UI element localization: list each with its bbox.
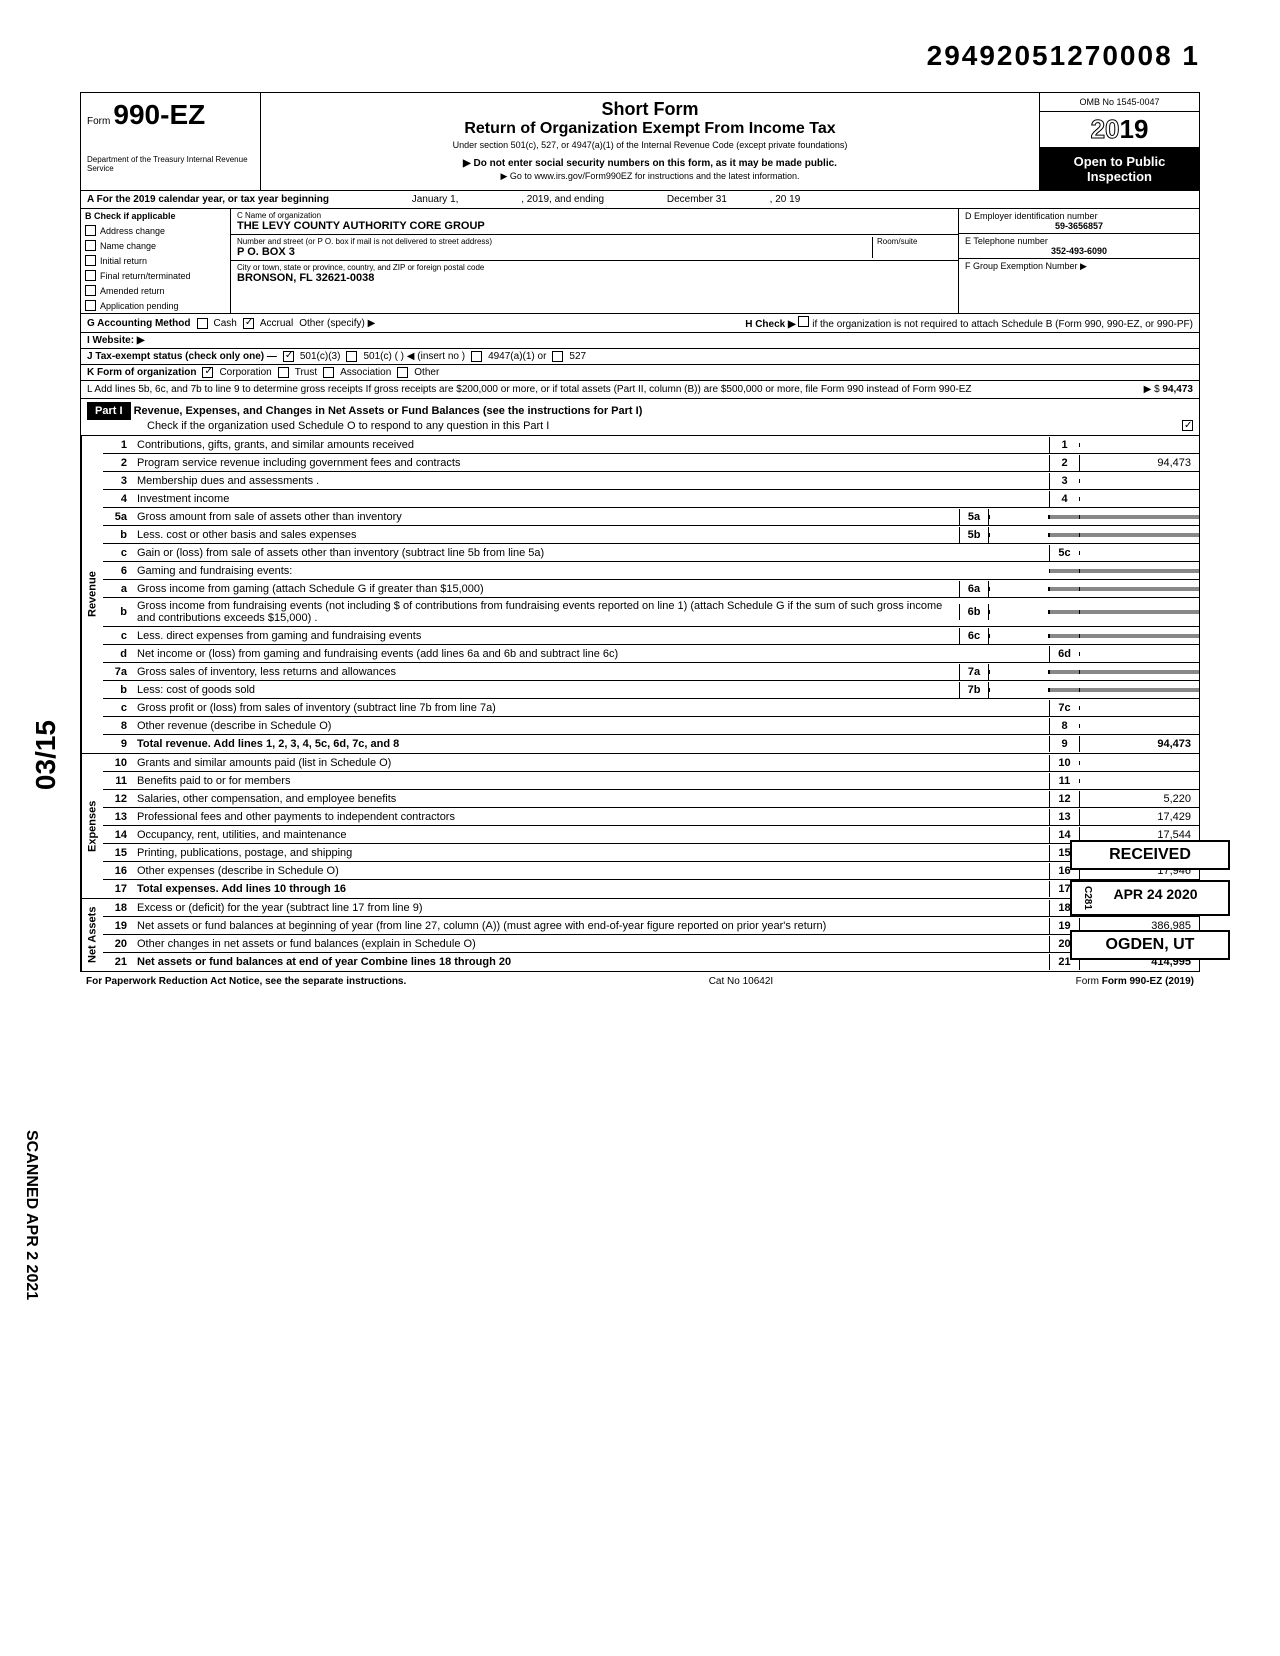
tax-year: 20201919 xyxy=(1040,112,1199,148)
line-l: L Add lines 5b, 6c, and 7b to line 9 to … xyxy=(80,381,1200,399)
chk-trust[interactable] xyxy=(278,367,289,378)
line-12: 12Salaries, other compensation, and empl… xyxy=(103,790,1199,808)
line-3: 3Membership dues and assessments .3 xyxy=(103,472,1199,490)
line-4: 4Investment income4 xyxy=(103,490,1199,508)
line-15: 15Printing, publications, postage, and s… xyxy=(103,844,1199,862)
title-return: Return of Organization Exempt From Incom… xyxy=(271,120,1029,138)
line-17: 17Total expenses. Add lines 10 through 1… xyxy=(103,880,1199,898)
line-16: 16Other expenses (describe in Schedule O… xyxy=(103,862,1199,880)
stamp-received: RECEIVED xyxy=(1070,840,1230,870)
line-2: 2Program service revenue including gover… xyxy=(103,454,1199,472)
dln-number: 29492051270008 1 xyxy=(80,40,1200,72)
chk-other-org[interactable] xyxy=(397,367,408,378)
line-6a: aGross income from gaming (attach Schedu… xyxy=(103,580,1199,598)
chk-527[interactable] xyxy=(552,351,563,362)
line-7a: 7aGross sales of inventory, less returns… xyxy=(103,663,1199,681)
goto-url: ▶ Go to www.irs.gov/Form990EZ for instru… xyxy=(271,171,1029,182)
col-b-header: B Check if applicable xyxy=(85,211,176,221)
chk-4947[interactable] xyxy=(471,351,482,362)
netassets-label: Net Assets xyxy=(81,899,103,971)
line-10: 10Grants and similar amounts paid (list … xyxy=(103,754,1199,772)
line-6: 6Gaming and fundraising events: xyxy=(103,562,1199,580)
org-name: THE LEVY COUNTY AUTHORITY CORE GROUP xyxy=(237,220,952,232)
stamp-ogden: OGDEN, UT xyxy=(1070,930,1230,960)
omb-number: OMB No 1545-0047 xyxy=(1040,93,1199,112)
line-7c: cGross profit or (loss) from sales of in… xyxy=(103,699,1199,717)
row-a-tax-year: A For the 2019 calendar year, or tax yea… xyxy=(80,191,1200,209)
line-19: 19Net assets or fund balances at beginni… xyxy=(103,917,1199,935)
block-bcde: B Check if applicable Address change Nam… xyxy=(80,209,1200,314)
chk-association[interactable] xyxy=(323,367,334,378)
line-6c: cLess. direct expenses from gaming and f… xyxy=(103,627,1199,645)
chk-name-change[interactable] xyxy=(85,240,96,251)
line-6d: dNet income or (loss) from gaming and fu… xyxy=(103,645,1199,663)
line-g: G Accounting Method Cash Accrual Other (… xyxy=(80,314,1200,333)
line-k: K Form of organization Corporation Trust… xyxy=(80,365,1200,381)
line-14: 14Occupancy, rent, utilities, and mainte… xyxy=(103,826,1199,844)
form-prefix: Form xyxy=(87,116,110,127)
line-21: 21Net assets or fund balances at end of … xyxy=(103,953,1199,971)
chk-accrual[interactable] xyxy=(243,318,254,329)
org-city: BRONSON, FL 32621-0038 xyxy=(237,272,952,284)
chk-address-change[interactable] xyxy=(85,225,96,236)
line-7b: bLess: cost of goods sold7b xyxy=(103,681,1199,699)
revenue-label: Revenue xyxy=(81,436,103,753)
line-j: J Tax-exempt status (check only one) — 5… xyxy=(80,349,1200,365)
line-18: 18Excess or (deficit) for the year (subt… xyxy=(103,899,1199,917)
gross-receipts: 94,473 xyxy=(1162,384,1193,395)
part1-grid: Revenue 1Contributions, gifts, grants, a… xyxy=(80,436,1200,971)
line-1: 1Contributions, gifts, grants, and simil… xyxy=(103,436,1199,454)
chk-initial-return[interactable] xyxy=(85,255,96,266)
title-short-form: Short Form xyxy=(271,99,1029,120)
line-20: 20Other changes in net assets or fund ba… xyxy=(103,935,1199,953)
ssn-warning: ▶ Do not enter social security numbers o… xyxy=(271,158,1029,169)
chk-final-return[interactable] xyxy=(85,270,96,281)
group-exemption: F Group Exemption Number ▶ xyxy=(959,259,1199,274)
line-5a: 5aGross amount from sale of assets other… xyxy=(103,508,1199,526)
ein: 59-3656857 xyxy=(965,221,1193,231)
line-8: 8Other revenue (describe in Schedule O)8 xyxy=(103,717,1199,735)
line-5c: cGain or (loss) from sale of assets othe… xyxy=(103,544,1199,562)
line-9: 9Total revenue. Add lines 1, 2, 3, 4, 5c… xyxy=(103,735,1199,753)
line-11: 11Benefits paid to or for members11 xyxy=(103,772,1199,790)
chk-app-pending[interactable] xyxy=(85,300,96,311)
part1-header: Part I Revenue, Expenses, and Changes in… xyxy=(80,399,1200,436)
org-address: P O. BOX 3 xyxy=(237,246,872,258)
stamp-date: C281APR 24 2020 xyxy=(1070,880,1230,916)
telephone: 352-493-6090 xyxy=(965,246,1193,256)
line-6b: bGross income from fundraising events (n… xyxy=(103,598,1199,627)
chk-501c3[interactable] xyxy=(283,351,294,362)
page-footer: For Paperwork Reduction Act Notice, see … xyxy=(80,971,1200,991)
scanned-stamp: SCANNED APR 2 2021 xyxy=(22,1130,40,1300)
line-5b: bLess. cost or other basis and sales exp… xyxy=(103,526,1199,544)
dept-label: Department of the Treasury Internal Reve… xyxy=(87,155,254,173)
line-i: I Website: ▶ xyxy=(80,333,1200,349)
form-number: 990-EZ xyxy=(113,99,205,130)
form-header: Form 990-EZ Department of the Treasury I… xyxy=(80,92,1200,191)
open-inspection: Open to Public Inspection xyxy=(1040,148,1199,190)
chk-schedule-b[interactable] xyxy=(798,316,809,327)
chk-schedule-o[interactable] xyxy=(1182,420,1193,431)
handwritten-date: 03/15 xyxy=(30,720,62,790)
chk-corporation[interactable] xyxy=(202,367,213,378)
line-13: 13Professional fees and other payments t… xyxy=(103,808,1199,826)
chk-cash[interactable] xyxy=(197,318,208,329)
chk-amended[interactable] xyxy=(85,285,96,296)
chk-501c[interactable] xyxy=(346,351,357,362)
subtitle: Under section 501(c), 527, or 4947(a)(1)… xyxy=(271,140,1029,150)
expenses-label: Expenses xyxy=(81,754,103,898)
